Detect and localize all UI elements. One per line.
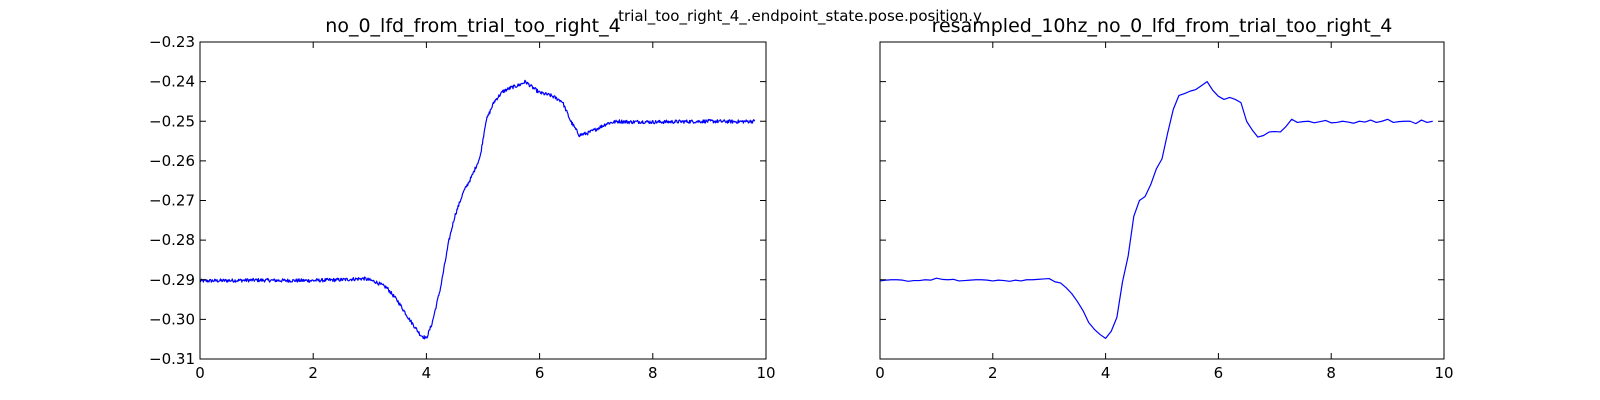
left-y-tick-label: −0.26 (149, 152, 195, 170)
right-chart-title: resampled_10hz_no_0_lfd_from_trial_too_r… (932, 15, 1393, 37)
left-x-tick-label: 6 (535, 364, 545, 382)
left-x-tick-label: 2 (308, 364, 318, 382)
figure-suptitle: trial_too_right_4_.endpoint_state.pose.p… (618, 7, 982, 26)
left-x-tick-label: 4 (422, 364, 432, 382)
right-x-tick-label: 8 (1326, 364, 1336, 382)
right-plot-frame (879, 41, 1445, 360)
left-y-tick-label: −0.30 (149, 310, 195, 328)
left-y-tick-label: −0.24 (149, 73, 195, 91)
right-x-tick-label: 0 (875, 364, 885, 382)
left-y-tick-label: −0.29 (149, 271, 195, 289)
left-y-tick-label: −0.31 (149, 350, 195, 368)
right-x-tick-label: 6 (1214, 364, 1224, 382)
right-series-line (879, 81, 1433, 339)
left-chart-title: no_0_lfd_from_trial_too_right_4 (325, 15, 620, 37)
left-x-tick-label: 10 (756, 364, 775, 382)
left-x-tick-label: 0 (195, 364, 205, 382)
left-y-tick-label: −0.25 (149, 112, 195, 130)
right-x-tick-label: 2 (988, 364, 998, 382)
left-y-tick-label: −0.27 (149, 192, 195, 210)
right-chart-panel: resampled_10hz_no_0_lfd_from_trial_too_r… (875, 15, 1453, 382)
left-chart-panel: no_0_lfd_from_trial_too_right_4 0 2 4 6 8 10 −… (149, 15, 776, 382)
left-plot-frame (199, 41, 767, 360)
left-y-tick-label: −0.23 (149, 33, 195, 51)
right-x-tick-label: 10 (1434, 364, 1453, 382)
left-x-tick-label: 8 (648, 364, 658, 382)
right-x-tick-label: 4 (1101, 364, 1111, 382)
left-series-line (199, 79, 756, 340)
left-y-tick-label: −0.28 (149, 231, 195, 249)
